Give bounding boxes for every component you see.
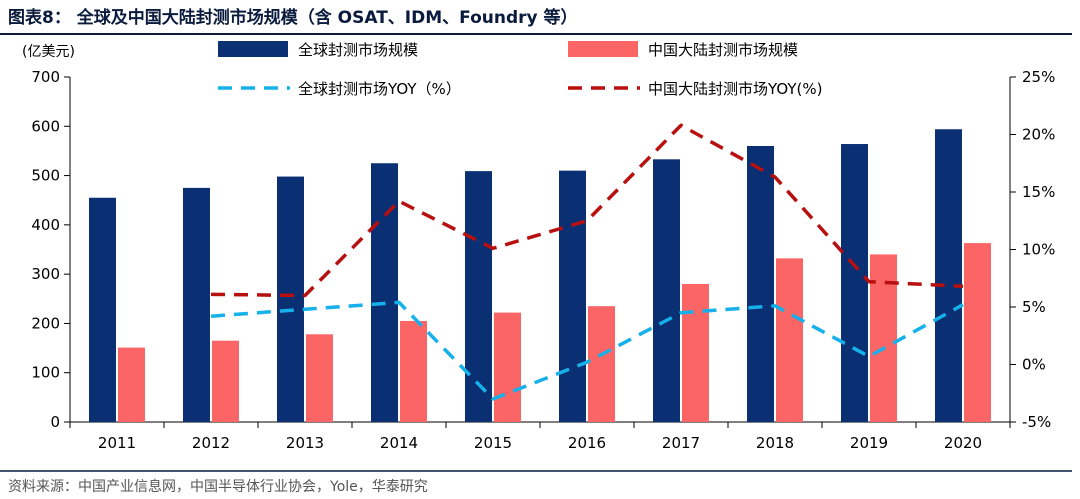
bar-global xyxy=(465,171,492,422)
bar-global xyxy=(935,129,962,422)
legend-label: 中国大陆封测市场YOY(%) xyxy=(648,80,822,98)
legend-label: 全球封测市场YOY（%） xyxy=(298,80,461,98)
bar-china xyxy=(400,320,427,422)
source-note: 资料来源：中国产业信息网，中国半导体行业协会，Yole，华泰研究 xyxy=(8,478,428,495)
x-axis-tick-label: 2019 xyxy=(850,434,888,452)
bar-global xyxy=(841,144,868,422)
bar-china xyxy=(118,347,145,422)
bar-global xyxy=(559,170,586,422)
bar-china xyxy=(306,334,333,422)
left-axis-tick-label: 500 xyxy=(31,167,60,185)
x-axis-tick-label: 2011 xyxy=(98,434,136,452)
x-axis-tick-label: 2012 xyxy=(192,434,230,452)
left-axis-tick-label: 200 xyxy=(31,314,60,332)
left-axis-tick-label: 300 xyxy=(31,265,60,283)
bar-global xyxy=(371,163,398,422)
x-axis-tick-label: 2016 xyxy=(568,434,606,452)
bar-global xyxy=(653,159,680,423)
bar-global xyxy=(747,146,774,422)
line-global-yoy xyxy=(210,300,964,401)
right-axis-tick-label: -5% xyxy=(1022,413,1051,431)
bar-china xyxy=(212,340,239,422)
bar-china xyxy=(588,306,615,422)
left-axis-tick-label: 100 xyxy=(31,364,60,382)
bar-global xyxy=(89,197,116,422)
x-axis-tick-label: 2020 xyxy=(944,434,982,452)
right-axis-tick-label: 5% xyxy=(1022,298,1046,316)
right-axis-tick-label: 0% xyxy=(1022,356,1046,374)
right-axis-tick-label: 10% xyxy=(1022,241,1055,259)
x-axis-tick-label: 2013 xyxy=(286,434,324,452)
right-axis-tick-label: 20% xyxy=(1022,126,1055,144)
x-axis-tick-label: 2017 xyxy=(662,434,700,452)
chart-title: 图表8： 全球及中国大陆封测市场规模（含 OSAT、IDM、Foundry 等） xyxy=(8,7,578,28)
legend-label: 全球封测市场规模 xyxy=(298,41,418,59)
x-axis-tick-label: 2014 xyxy=(380,434,418,452)
bars xyxy=(89,129,991,423)
bar-global xyxy=(183,187,210,422)
x-axis-tick-label: 2015 xyxy=(474,434,512,452)
legend-swatch xyxy=(568,41,638,57)
axes: 0 100 200 300 400 500 600 700 -5% 0% 5% 10% 15% 20% 25… xyxy=(31,68,1055,452)
bar-china xyxy=(494,312,521,422)
unit-label: (亿美元) xyxy=(22,44,75,60)
left-axis-tick-label: 400 xyxy=(31,216,60,234)
bar-global xyxy=(277,176,304,422)
legend-label: 中国大陆封测市场规模 xyxy=(648,41,798,59)
bar-china xyxy=(964,243,991,422)
right-axis-tick-label: 25% xyxy=(1022,68,1055,86)
left-axis-tick-label: 600 xyxy=(31,117,60,135)
lines xyxy=(210,123,964,401)
left-axis-tick-label: 0 xyxy=(50,413,60,431)
bar-china xyxy=(776,258,803,422)
legend-swatch xyxy=(218,41,288,57)
bar-china xyxy=(870,254,897,422)
left-axis-tick-label: 700 xyxy=(31,68,60,86)
line-china-yoy xyxy=(210,123,964,298)
bar-china xyxy=(682,284,709,422)
x-axis-tick-label: 2018 xyxy=(756,434,794,452)
right-axis-tick-label: 15% xyxy=(1022,183,1055,201)
